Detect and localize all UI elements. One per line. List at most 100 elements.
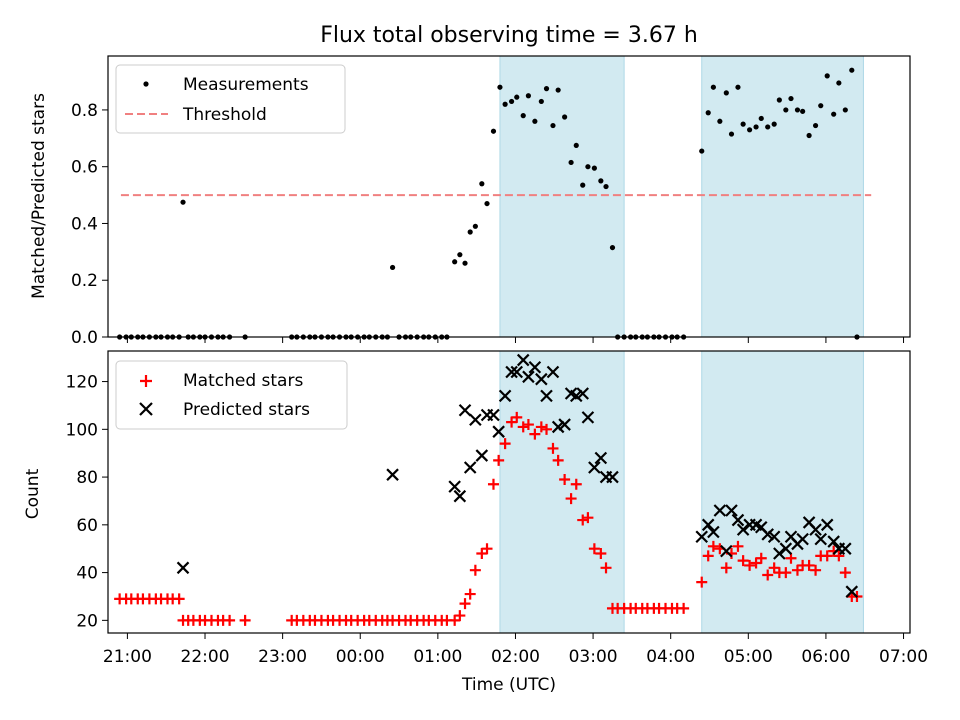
measurement-point — [800, 108, 806, 114]
count-y-tick-label: 60 — [76, 516, 98, 536]
measurement-point — [717, 118, 723, 124]
count-shaded-intervals — [499, 350, 864, 634]
measurement-point — [758, 115, 764, 122]
matched-star-point — [678, 602, 690, 614]
matched-star-point — [565, 493, 577, 505]
measurement-point — [472, 223, 478, 229]
predicted-star-point — [588, 461, 601, 474]
matched-star-point — [535, 421, 547, 433]
measurement-point — [806, 132, 812, 139]
measurement-point — [831, 111, 837, 117]
measurement-point — [794, 107, 801, 113]
matched-star-point — [588, 543, 600, 555]
matched-star-point — [239, 614, 251, 626]
measurement-point — [771, 121, 777, 127]
matched-legend-marker — [140, 375, 152, 387]
count-x-tick-label: 00:00 — [336, 647, 385, 667]
predicted-star-point — [839, 542, 852, 555]
matched-star-point — [506, 416, 518, 428]
measurement-point — [502, 101, 508, 107]
matched-star-point — [464, 588, 476, 600]
matched-star-point — [744, 559, 756, 571]
measurement-point — [598, 178, 604, 184]
count-x-tick-label: 03:00 — [569, 647, 618, 667]
measurement-point — [555, 87, 561, 93]
matched-star-point — [762, 569, 774, 581]
measurement-point — [836, 80, 842, 86]
count-x-axis-label: Time (UTC) — [461, 675, 556, 695]
count-x-tick-label: 04:00 — [646, 647, 695, 667]
measurement-point — [520, 113, 526, 119]
matched-star-point — [487, 478, 499, 490]
measurement-point — [562, 114, 568, 120]
matched-star-point — [459, 598, 471, 610]
predicted-star-point — [386, 468, 399, 481]
predicted-star-point — [576, 387, 590, 400]
matched-star-point — [552, 454, 564, 466]
ratio-y-ticks: 0.0 0.2 0.4 0.6 0.8 — [71, 101, 108, 348]
count-x-tick-label: 02:00 — [491, 647, 540, 667]
matched-star-point — [577, 514, 589, 526]
matched-star-point — [768, 562, 780, 574]
predicted-star-point — [809, 523, 822, 536]
count-y-tick-label: 80 — [76, 468, 98, 488]
matched-star-point — [469, 564, 481, 576]
measurement-point — [532, 118, 538, 124]
matched-star-point — [559, 473, 571, 485]
measurement-point — [514, 94, 520, 100]
matched-star-point — [803, 559, 815, 571]
predicted-star-point — [827, 535, 840, 548]
measurement-point — [735, 84, 741, 90]
matched-legend-label: Matched stars — [183, 371, 303, 391]
predicted-star-point — [475, 449, 489, 462]
matched-star-point — [833, 550, 845, 562]
matched-star-point — [582, 512, 594, 524]
measurement-point — [490, 128, 497, 134]
count-x-tick-label: 21:00 — [103, 647, 152, 667]
predicted-star-point — [516, 353, 530, 367]
measurement-point — [710, 84, 716, 90]
predicted-star-point — [773, 547, 786, 560]
matched-star-point — [785, 552, 797, 564]
predicted-star-point — [845, 585, 859, 598]
measurement-point — [603, 183, 609, 190]
ratio-y-tick-label: 0.2 — [71, 271, 98, 291]
measurement-point — [568, 159, 574, 166]
matched-star-point — [839, 567, 851, 579]
measurement-point — [508, 98, 515, 105]
measurement-point — [776, 97, 782, 103]
measurements-legend-label: Measurements — [183, 75, 309, 95]
measurement-point — [550, 122, 556, 129]
matched-star-point — [481, 543, 493, 555]
predicted-star-point — [492, 425, 505, 438]
predicted-star-point — [701, 518, 715, 532]
measurement-point — [484, 200, 490, 207]
measurement-point — [467, 229, 473, 235]
predicted-star-point — [779, 542, 793, 555]
measurement-point — [591, 165, 597, 171]
measurement-point — [479, 181, 485, 187]
predicted-star-point — [176, 561, 190, 575]
measurement-point — [543, 86, 550, 92]
measurement-point — [609, 244, 616, 251]
predicted-star-point — [767, 530, 781, 544]
predicted-star-point — [463, 461, 477, 474]
matched-star-point — [522, 419, 534, 431]
count-shaded-interval — [499, 350, 625, 634]
measurement-point — [452, 259, 458, 265]
matched-star-point — [780, 567, 792, 579]
count-plot-frame — [107, 350, 911, 634]
ratio-shaded-intervals — [499, 55, 864, 338]
count-x-tick-label: 06:00 — [801, 647, 850, 667]
measurement-point — [585, 164, 591, 170]
measurement-point — [180, 199, 186, 205]
count-shaded-interval — [701, 350, 864, 634]
measurement-point — [699, 148, 705, 154]
matched-star-point — [737, 555, 749, 567]
count-y-tick-label: 20 — [76, 611, 98, 631]
measurement-point — [824, 73, 830, 79]
measurement-point — [497, 84, 503, 90]
predicted-star-point — [453, 489, 467, 503]
ratio-y-axis-label: Matched/Predicted stars — [29, 93, 49, 299]
measurement-point — [462, 260, 468, 266]
